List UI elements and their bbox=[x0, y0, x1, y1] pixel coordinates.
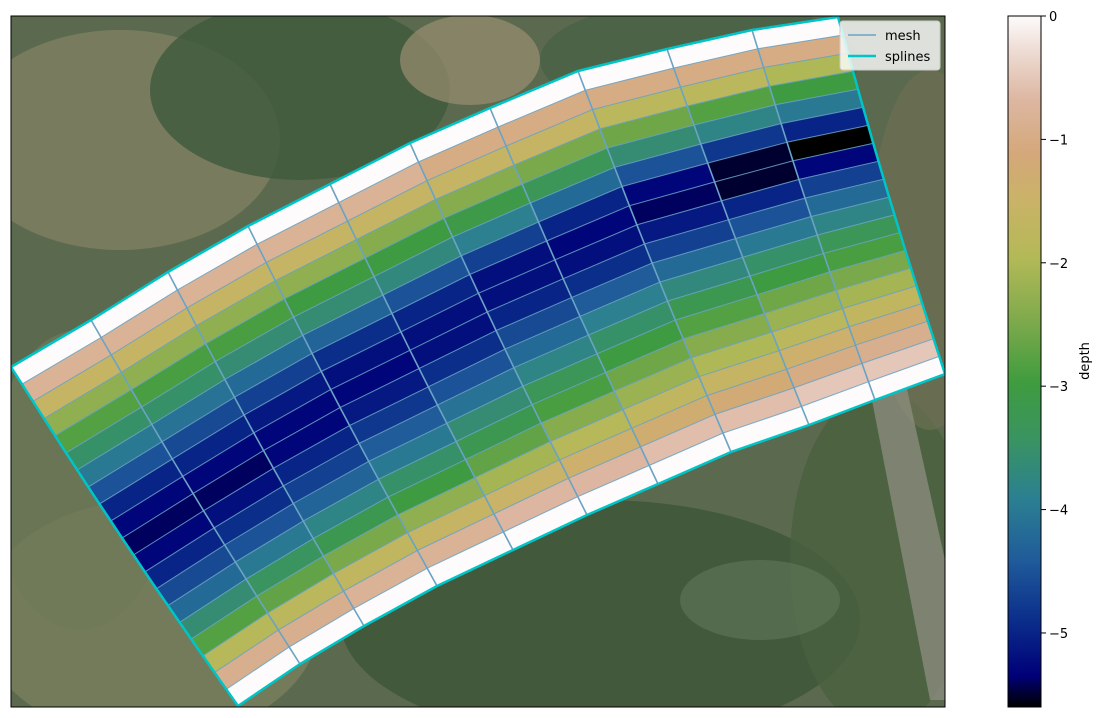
axes-frame bbox=[10, 15, 946, 708]
spline-lines bbox=[11, 16, 945, 707]
colorbar-tick-label: −5 bbox=[1049, 627, 1068, 642]
mesh-line bbox=[167, 271, 365, 627]
mesh-line bbox=[409, 142, 588, 516]
mesh-line bbox=[90, 319, 301, 665]
legend: mesh splines bbox=[839, 20, 941, 71]
mesh-line bbox=[247, 225, 438, 587]
mesh-line bbox=[666, 48, 810, 426]
mesh-line bbox=[577, 70, 732, 453]
mesh-line bbox=[751, 29, 876, 401]
colorbar-tick-label: −1 bbox=[1049, 133, 1068, 148]
legend-box bbox=[839, 20, 941, 71]
spline-outline bbox=[11, 16, 945, 707]
colorbar-gradient bbox=[1008, 16, 1041, 707]
mesh-line bbox=[329, 183, 514, 551]
colorbar-ticks: 0 −1 −2 −3 −4 −5 bbox=[1041, 10, 1068, 642]
colorbar-tick-label: −4 bbox=[1049, 504, 1068, 519]
colorbar-tick-label: −3 bbox=[1049, 380, 1068, 395]
colorbar: 0 −1 −2 −3 −4 −5 depth bbox=[1007, 10, 1093, 708]
legend-splines-label: splines bbox=[885, 50, 930, 65]
legend-mesh-label: mesh bbox=[885, 29, 921, 44]
mesh-cells bbox=[11, 16, 945, 707]
colorbar-tick-label: 0 bbox=[1049, 10, 1057, 25]
colorbar-frame bbox=[1007, 15, 1042, 708]
colorbar-tick-label: −2 bbox=[1049, 257, 1068, 272]
colorbar-label: depth bbox=[1078, 342, 1093, 380]
mesh-line bbox=[489, 107, 659, 485]
plot-area bbox=[10, 15, 946, 708]
